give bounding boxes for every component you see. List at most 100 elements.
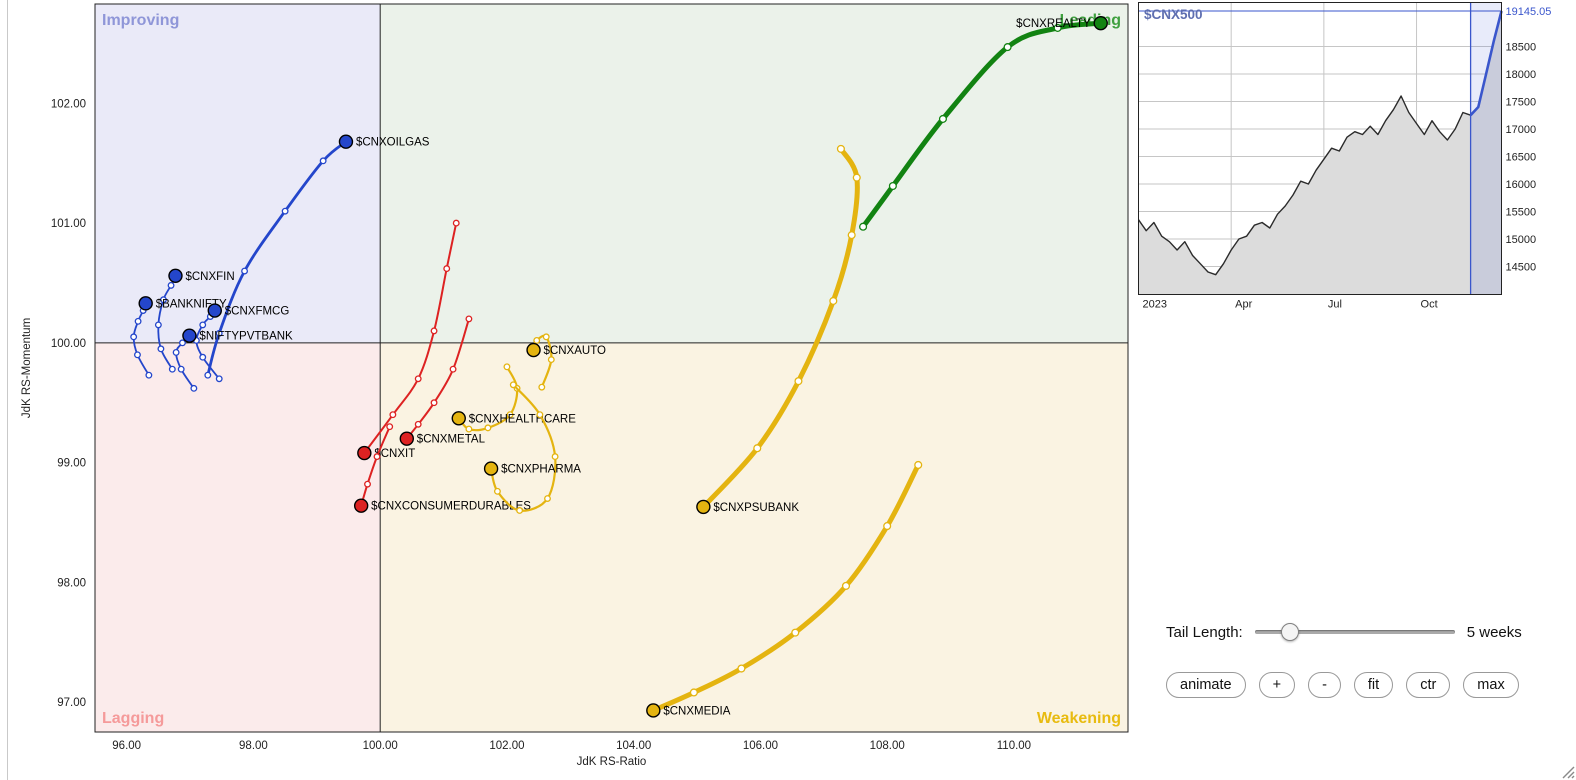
tail-point [836, 144, 845, 153]
series-cnxpharma: $CNXPHARMA [483, 381, 581, 514]
series-cnxmetal: $CNXMETAL [399, 315, 486, 446]
sector-endpoint[interactable] [451, 411, 466, 426]
tail-point [430, 399, 438, 407]
tail-point [215, 329, 223, 337]
quadrant-leading [380, 4, 1128, 343]
rrg-chart[interactable]: Improving Leading Lagging Weakening 96.00 98.… [0, 0, 1140, 780]
sector-endpoint[interactable] [138, 296, 153, 311]
sector-endpoint[interactable] [182, 328, 197, 343]
tail-point [386, 423, 394, 431]
tail-point [465, 315, 473, 323]
price-inset-canvas: 2023 Apr Jul Oct 14500 15000 15500 16000 16500 17… [1137, 2, 1551, 311]
series-cnxmedia: $CNXMEDIA [646, 460, 923, 718]
tail-point [547, 356, 555, 364]
tail-point [493, 487, 501, 495]
price-line-highlight [1469, 10, 1503, 117]
tail-point [852, 173, 861, 182]
sector-endpoint[interactable] [646, 703, 661, 718]
tail-point [484, 424, 492, 432]
sector-endpoint[interactable] [1093, 15, 1108, 31]
zoom-in-button[interactable]: + [1258, 672, 1296, 698]
inset-price-tick-label: 18000 [1506, 69, 1537, 81]
tail-point [199, 321, 207, 329]
tail-point [1053, 23, 1062, 32]
sector-label: $CNXOILGAS [356, 137, 430, 149]
sector-label: $CNXFMCG [225, 306, 290, 318]
sector-endpoint[interactable] [399, 431, 415, 446]
center-button[interactable]: ctr [1406, 672, 1451, 698]
tail-point [914, 460, 923, 470]
tail-point [281, 207, 289, 215]
sector-endpoint[interactable] [696, 499, 711, 515]
x-axis-tick-label: 96.00 [112, 740, 141, 752]
quadrant-label-weakening: Weakening [1037, 710, 1121, 727]
tail-point [794, 377, 803, 386]
max-button[interactable]: max [1463, 672, 1519, 698]
y-axis-tick-label: 101.00 [51, 218, 86, 230]
sector-endpoint[interactable] [353, 498, 369, 513]
tail-length-slider-track[interactable] [1254, 630, 1455, 634]
tail-length-row: Tail Length: 5 weeks [1166, 622, 1566, 642]
inset-price-tick-label: 15500 [1506, 206, 1537, 218]
plot-frame [94, 3, 1129, 733]
x-axis-title: JdK RS-Ratio [577, 756, 647, 768]
tail-point [503, 363, 511, 371]
tail-point [506, 411, 514, 419]
tail-point [551, 453, 559, 461]
series-cnxrealty: $CNXREALTY [859, 15, 1108, 231]
inset-month-label: Oct [1421, 299, 1438, 311]
quadrant-lagging [95, 342, 381, 732]
tail-point [449, 365, 457, 373]
tail-point [883, 522, 892, 531]
sector-endpoint[interactable] [207, 303, 222, 318]
tail-point [841, 581, 851, 590]
tail-point [134, 317, 142, 325]
price-line [1137, 95, 1471, 276]
tail-point [938, 114, 947, 123]
sector-label: $CNXMEDIA [663, 705, 730, 717]
animate-button[interactable]: animate [1166, 672, 1246, 698]
series-cnxit: $CNXIT [357, 219, 460, 461]
sector-label: $CNXFIN [185, 271, 234, 283]
tail-length-slider[interactable] [1254, 622, 1455, 642]
y-axis-tick-label: 102.00 [51, 98, 86, 110]
tail-length-thumb[interactable] [1280, 623, 1299, 641]
series-cnxauto: $CNXAUTO [526, 333, 606, 391]
tail-point [177, 365, 185, 373]
tail-window-shade [1470, 2, 1502, 295]
series-cnxhealthcare: $CNXHEALTHCARE [451, 363, 576, 433]
tail-point [533, 337, 541, 344]
series-tail-line [363, 222, 458, 454]
tail-point [154, 321, 162, 329]
inset-month-label: Jul [1328, 299, 1342, 311]
series-cnxfmcg: $CNXFMCG [192, 303, 290, 383]
fit-button[interactable]: fit [1353, 672, 1394, 698]
resize-handle[interactable] [1560, 764, 1575, 779]
tail-point [373, 453, 381, 461]
sector-endpoint[interactable] [338, 134, 354, 149]
tail-point [204, 371, 212, 379]
tail-point [536, 411, 544, 419]
series-cnxconsumerdurables: $CNXCONSUMERDURABLES [353, 423, 531, 513]
inset-month-label: 2023 [1143, 299, 1167, 311]
tail-point [452, 219, 460, 227]
sector-endpoint[interactable] [483, 461, 499, 476]
x-axis-tick-label: 106.00 [743, 740, 778, 752]
zoom-out-button[interactable]: - [1308, 672, 1341, 698]
quadrant-label-improving: Improving [102, 12, 179, 29]
tail-point [389, 411, 397, 419]
sector-endpoint[interactable] [168, 268, 183, 284]
sector-endpoint[interactable] [357, 445, 372, 461]
tail-point [364, 480, 371, 488]
tail-point [414, 420, 422, 428]
sector-label: $CNXMETAL [417, 434, 486, 446]
sector-endpoint[interactable] [526, 342, 541, 358]
tail-point [179, 339, 186, 347]
tail-point [847, 231, 856, 240]
tail-point [159, 296, 167, 304]
x-axis-tick-label: 100.00 [363, 740, 398, 752]
tail-point [791, 628, 800, 637]
tail-point [130, 333, 138, 341]
benchmark-symbol-label: $CNX500 [1144, 7, 1203, 22]
